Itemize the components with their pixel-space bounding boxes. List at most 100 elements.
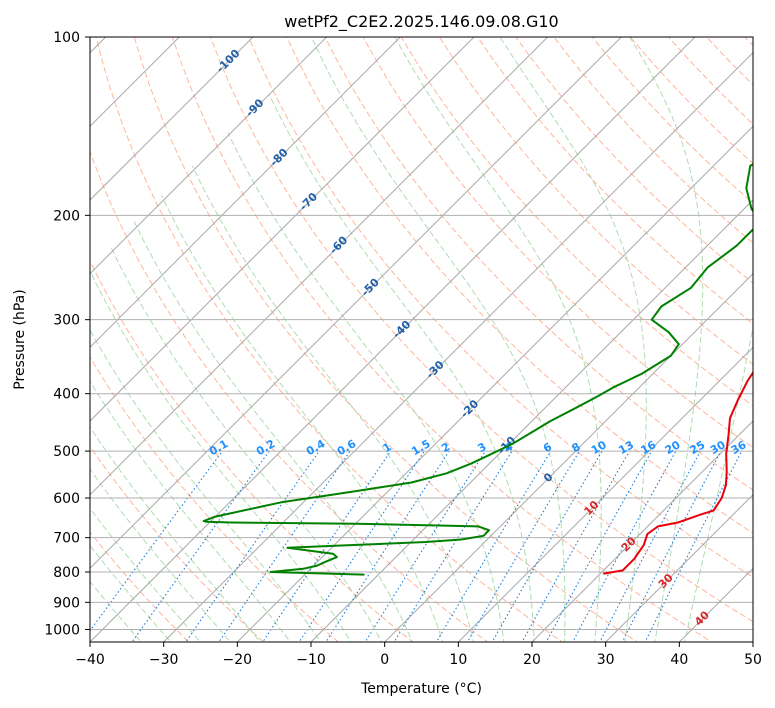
dry-adiabat [286, 37, 753, 534]
dewpoint-line [202, 163, 753, 576]
x-tick-label: 30 [597, 652, 615, 668]
moist-adiabat [629, 37, 704, 642]
x-tick-label: −20 [223, 652, 253, 668]
y-tick-label: 900 [53, 595, 80, 611]
mixing-ratio-label: 6 [541, 440, 554, 455]
dry-adiabat [400, 37, 753, 407]
y-tick-label: 200 [53, 208, 80, 224]
mixing-ratio-line [90, 450, 223, 632]
y-tick-label: 600 [53, 491, 80, 507]
y-tick-label: 800 [53, 565, 80, 581]
x-tick-label: 50 [744, 652, 762, 668]
dry-adiabat [90, 531, 190, 642]
moist-adiabat [191, 165, 474, 642]
x-tick-label: 40 [670, 652, 688, 668]
dry-adiabat [591, 37, 753, 204]
isotherm-label: -90 [243, 96, 266, 119]
dry-adiabat [90, 356, 339, 642]
dry-adiabat [90, 259, 414, 642]
y-tick-label: 700 [53, 531, 80, 547]
x-tick-label: −30 [149, 652, 179, 668]
pressure-gridlines [90, 37, 753, 630]
dry-adiabat [95, 37, 564, 642]
dry-adiabat [553, 37, 753, 244]
moist-adiabat [499, 37, 647, 642]
chart-title: wetPf2_C2E2.2025.146.09.08.G10 [284, 12, 558, 32]
mixing-ratio-label: 20 [663, 438, 683, 457]
y-tick-label: 100 [53, 30, 80, 46]
y-tick-label: 500 [53, 444, 80, 460]
isotherm-line [162, 51, 753, 642]
temperature-line [603, 370, 753, 575]
moist-adiabat [90, 329, 322, 642]
profile-lines [202, 163, 753, 576]
x-tick-label: −10 [296, 652, 326, 668]
isotherm-line [383, 272, 753, 642]
mixing-ratio-line [185, 450, 320, 642]
dry-adiabat [438, 37, 753, 366]
isotherm-line [90, 37, 254, 201]
y-tick-label: 1000 [44, 622, 80, 638]
mixing-ratio-label: 3 [475, 440, 488, 455]
dry-adiabat [477, 37, 753, 325]
isotherm-line [310, 199, 753, 642]
moist-adiabat [268, 94, 535, 642]
dry-adiabat [668, 37, 753, 125]
isotherm-line [752, 641, 753, 642]
moist-adiabat [90, 468, 231, 642]
isotherm-line [678, 567, 753, 642]
x-axis-label: Temperature (°C) [360, 681, 482, 697]
mixing-ratio-label: 0.6 [335, 437, 359, 458]
moist-adiabat [133, 221, 413, 642]
moist-adiabat [311, 37, 566, 642]
isotherm-line [90, 37, 475, 422]
y-axis-label: Pressure (hPa) [12, 289, 28, 389]
y-tick-label: 400 [53, 387, 80, 403]
mixing-ratio-line [393, 450, 513, 642]
mixing-ratio-label: 0.1 [207, 437, 230, 458]
dry-adiabat [210, 37, 753, 623]
moist-adiabat [90, 426, 261, 642]
isotherm-line [531, 420, 753, 642]
background-lines [90, 37, 753, 642]
x-tick-label: 20 [523, 652, 541, 668]
dry-adiabat [133, 37, 638, 642]
moist-adiabat [90, 380, 291, 642]
isotherm-line [90, 37, 402, 349]
mixing-ratio-labels: 0.1 0.2 0.4 0.6 1 1.5 2 3 4 6 8 10 13 16 20 25 30 36 [207, 437, 749, 458]
x-tick-label: −40 [75, 652, 105, 668]
moist-adiabat [227, 132, 505, 642]
isotherm-line [236, 125, 753, 642]
mixing-ratio-label: 13 [616, 438, 636, 457]
isotherm-label: 40 [692, 608, 712, 628]
dry-adiabat [324, 37, 753, 491]
x-tick-label: 10 [449, 652, 467, 668]
plot-frame [89, 36, 754, 643]
moist-adiabat [90, 507, 202, 642]
x-tick-label: 0 [380, 652, 389, 668]
dry-adiabat [90, 445, 265, 642]
mixing-ratio-label: 36 [729, 438, 749, 457]
isotherm-line [90, 37, 328, 275]
mixing-ratio-line [466, 450, 580, 642]
mixing-ratio-label: 0.2 [254, 437, 277, 458]
isotherm-line [604, 493, 753, 642]
mixing-ratio-line [325, 450, 450, 642]
isotherm-line [90, 37, 696, 642]
mixing-ratio-label: 8 [570, 440, 583, 455]
isotherm-line [457, 346, 753, 642]
dry-adiabat [515, 37, 753, 284]
mixing-ratio-label: 10 [589, 438, 609, 457]
x-axis-ticks: −40 −30 −20 −10 0 10 20 30 40 50 [75, 642, 762, 668]
y-axis-ticks: 100 200 300 400 500 600 700 800 900 1000 [44, 30, 90, 638]
mixing-ratio-label: 1.5 [409, 437, 432, 458]
isotherm-label: -60 [327, 233, 350, 256]
moist-adiabat [90, 272, 352, 642]
dry-adiabat [362, 37, 753, 449]
isotherm-label: 10 [581, 498, 601, 518]
dry-adiabat [90, 150, 489, 642]
y-tick-label: 300 [53, 313, 80, 329]
mixing-ratio-label: 25 [687, 438, 707, 457]
